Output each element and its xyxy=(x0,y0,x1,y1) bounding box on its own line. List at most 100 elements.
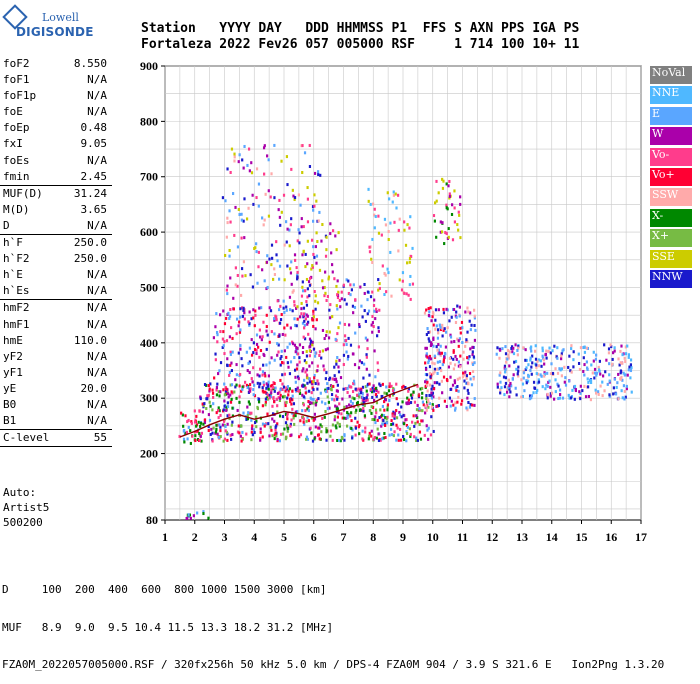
echo-point-3 xyxy=(240,236,243,240)
legend-item: NNW xyxy=(650,269,692,288)
echo-point-9 xyxy=(560,367,563,371)
echo-point-5 xyxy=(335,389,338,393)
echo-point-1 xyxy=(398,410,401,414)
echo-point-9 xyxy=(498,356,501,360)
echo-point-7 xyxy=(450,315,453,319)
echo-point-9 xyxy=(529,368,532,372)
echo-point-0 xyxy=(193,420,197,424)
echo-point-1 xyxy=(224,386,227,390)
echo-point-1 xyxy=(335,405,339,409)
echo-point-1 xyxy=(330,388,333,392)
echo-point-9 xyxy=(558,396,562,400)
echo-point-1 xyxy=(284,421,288,425)
echo-point-9 xyxy=(556,356,559,360)
echo-point-2 xyxy=(282,306,285,310)
echo-point-7 xyxy=(437,352,440,356)
echo-point-1 xyxy=(428,393,431,397)
echo-point-5 xyxy=(369,388,372,392)
echo-point-7 xyxy=(472,377,475,381)
echo-point-8 xyxy=(440,230,444,234)
echo-point-7 xyxy=(465,374,468,378)
echo-point-1 xyxy=(298,391,302,395)
echo-point-1 xyxy=(250,430,253,434)
echo-point-9 xyxy=(608,393,611,397)
echo-point-1 xyxy=(393,430,396,434)
echo-point-7 xyxy=(441,326,444,330)
echo-point-2 xyxy=(312,309,315,313)
echo-point-9 xyxy=(619,349,622,353)
echo-point-1 xyxy=(341,416,344,420)
echo-point-1 xyxy=(242,411,245,415)
echo-point-1 xyxy=(391,412,394,416)
echo-point-4 xyxy=(318,268,322,272)
echo-point-3 xyxy=(263,172,266,176)
echo-point-4 xyxy=(324,348,327,352)
echo-point-1 xyxy=(405,430,408,434)
echo-point-4 xyxy=(297,377,300,381)
echo-point-9 xyxy=(550,362,553,366)
echo-point-3 xyxy=(255,167,259,171)
echo-point-4 xyxy=(321,223,324,227)
echo-point-2 xyxy=(235,332,238,336)
echo-point-1 xyxy=(207,413,210,417)
echo-point-1 xyxy=(257,397,261,401)
logo-line2: DIGISONDE xyxy=(16,25,94,39)
echo-point-1 xyxy=(376,418,379,422)
echo-point-9 xyxy=(568,354,571,358)
echo-point-1 xyxy=(432,395,435,399)
echo-point-4 xyxy=(316,369,319,373)
echo-point-2 xyxy=(261,370,265,374)
echo-point-2 xyxy=(217,372,220,376)
y-tick-label: 80 xyxy=(146,513,158,527)
echo-point-3 xyxy=(314,245,317,249)
echo-point-1 xyxy=(343,405,346,409)
parameter-panel: foF2 8.550 foF1 N/A foF1p N/A foE N/A foEp 0.48 fx… xyxy=(0,56,112,448)
echo-point-1 xyxy=(338,438,341,442)
legend-item: Vo- xyxy=(650,147,692,166)
echo-point-1 xyxy=(271,404,274,408)
echo-point-2 xyxy=(234,378,237,382)
echo-point-9 xyxy=(558,367,561,371)
echo-point-7 xyxy=(463,386,466,390)
echo-point-8 xyxy=(448,179,451,183)
echo-point-2 xyxy=(231,336,234,340)
echo-point-5 xyxy=(352,311,355,315)
echo-point-1 xyxy=(228,413,231,417)
echo-point-0 xyxy=(193,409,196,413)
echo-point-5 xyxy=(363,309,366,313)
echo-point-1 xyxy=(357,404,360,408)
echo-point-7 xyxy=(424,372,428,376)
echo-point-6 xyxy=(394,192,397,196)
echo-point-1 xyxy=(379,438,382,442)
x-tick-label: 1 xyxy=(162,530,168,544)
echo-point-1 xyxy=(231,414,234,418)
echo-point-8 xyxy=(435,235,438,239)
echo-point-1 xyxy=(368,434,371,438)
echo-point-2 xyxy=(266,393,269,397)
echo-point-5 xyxy=(349,343,353,347)
echo-point-1 xyxy=(349,399,352,403)
echo-point-1 xyxy=(252,428,256,432)
echo-point-1 xyxy=(256,407,260,411)
echo-point-8 xyxy=(458,213,461,217)
echo-point-3 xyxy=(271,256,274,260)
echo-point-1 xyxy=(208,387,211,391)
echo-point-2 xyxy=(288,372,292,376)
echo-point-1 xyxy=(343,433,346,437)
echo-point-3 xyxy=(312,219,315,223)
echo-point-3 xyxy=(233,152,236,156)
echo-point-1 xyxy=(238,395,241,399)
echo-point-3 xyxy=(237,160,240,164)
echo-point-3 xyxy=(280,159,283,163)
echo-point-1 xyxy=(217,406,220,410)
param-label: MUF(D) xyxy=(3,186,43,200)
echo-point-3 xyxy=(266,154,269,158)
echo-point-7 xyxy=(423,311,427,315)
echo-point-3 xyxy=(255,250,258,254)
echo-point-9 xyxy=(537,380,541,384)
echo-point-7 xyxy=(473,324,476,328)
echo-point-3 xyxy=(270,172,273,176)
echo-point-4 xyxy=(328,330,331,334)
y-tick-label: 400 xyxy=(140,336,158,350)
echo-point-1 xyxy=(264,403,267,407)
